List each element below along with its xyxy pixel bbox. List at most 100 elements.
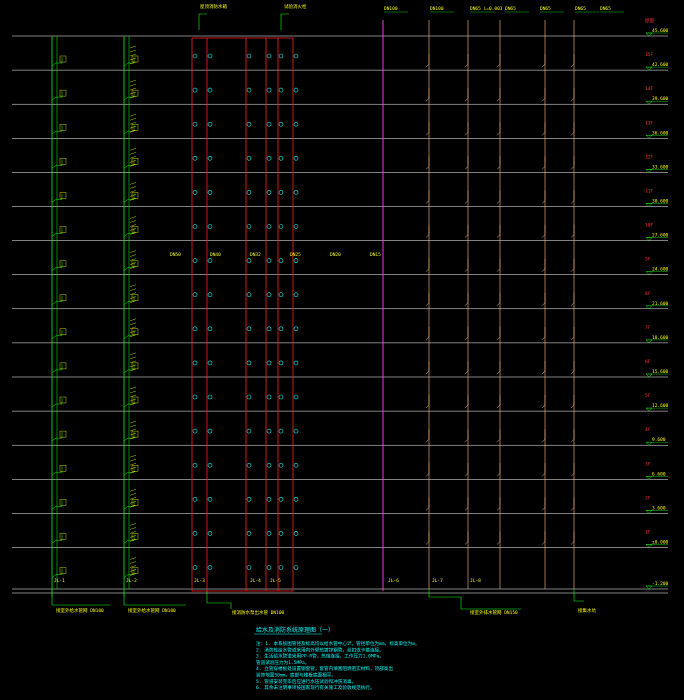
top-pipe-label: DN65: [505, 6, 516, 12]
hydrant-icon: [266, 156, 272, 161]
meter-box: [59, 533, 67, 540]
hydrant-icon: [293, 121, 299, 127]
drain-trap: [541, 122, 546, 136]
floor-number: 屋面: [645, 18, 654, 24]
hydrant-icon: [207, 326, 213, 332]
bottom-pipe-label: 接室外排水管网 DN150: [470, 609, 518, 616]
hydrant-icon: [246, 496, 252, 502]
hydrant-icon: [246, 224, 252, 229]
zone-pipe-label: DN25: [290, 252, 301, 258]
valve-mark: [129, 152, 137, 155]
drain-trap: [464, 531, 469, 545]
meter-box: [131, 55, 139, 63]
valve-mark: [129, 91, 137, 95]
level-value: 33.600: [652, 164, 669, 170]
hydrant-icon: [293, 87, 299, 93]
supply-branch: [123, 91, 135, 101]
test-hydrant-pipe: [280, 13, 289, 30]
valve-mark: [129, 322, 137, 325]
valve-mark: [129, 565, 137, 568]
drain-trap: [541, 292, 546, 306]
hydrant-icon: [207, 156, 213, 161]
valve-mark: [129, 220, 137, 223]
valve-mark: [129, 459, 137, 462]
hydrant-icon: [266, 565, 272, 570]
floor-number: 9F: [645, 257, 651, 263]
hydrant-icon: [207, 360, 213, 366]
supply-branch: [123, 500, 135, 510]
valve-mark: [129, 156, 137, 159]
valve-mark: [129, 160, 137, 163]
floor-number: 11F: [645, 189, 653, 195]
hydrant-icon: [246, 258, 252, 263]
floor-number: 2F: [645, 495, 651, 501]
meter-box: [131, 89, 139, 97]
valve-mark: [129, 95, 137, 99]
hydrant-icon: [266, 360, 272, 366]
drain-trap: [541, 156, 546, 170]
zone-pipe-label: DN20: [330, 252, 341, 258]
valve-mark: [129, 428, 137, 432]
supply-branch: [51, 91, 63, 101]
supply-branch: [123, 534, 135, 544]
meter-box: [59, 430, 67, 438]
meter-box: [59, 396, 67, 404]
drain-trap: [496, 361, 501, 375]
hydrant-icon: [192, 121, 198, 127]
hydrant-icon: [266, 258, 272, 263]
meter-box: [59, 362, 67, 370]
drain-trap: [496, 497, 501, 511]
drain-trap: [570, 292, 575, 306]
drain-trap: [464, 361, 469, 375]
drain-trap: [464, 463, 469, 477]
pipe-labels: DN100 DN100 DN65 i=0.003 DN65 DN65 DN65 DN65屋顶…: [54, 3, 624, 616]
supply-branch: [51, 125, 63, 135]
drain-trap: [496, 463, 501, 477]
note-line: 3. 生活给水管道采用PP-R管，热熔连接，工作压力1.0MPa。: [256, 653, 384, 660]
drain-trap: [464, 258, 469, 272]
drain-trap: [496, 122, 501, 136]
supply-branch: [123, 261, 135, 271]
drain-trap: [541, 531, 546, 545]
hydrant-icon: [278, 121, 284, 127]
level-value: 18.600: [652, 335, 669, 341]
hydrant-icon: [266, 394, 272, 400]
valve-mark: [129, 334, 137, 337]
valve-mark: [129, 216, 137, 219]
floor-number: 13F: [645, 120, 653, 126]
floor-number: 10F: [645, 223, 653, 229]
meter-box: [59, 89, 67, 97]
tank-pipe: [198, 13, 207, 30]
drain-trap: [425, 258, 430, 272]
drain-trap: [425, 361, 430, 375]
hydrant-icon: [207, 394, 213, 400]
top-pipe-label: DN65: [575, 6, 586, 12]
valve-mark: [129, 182, 137, 185]
supply-branch: [51, 398, 63, 408]
valve-mark: [129, 523, 137, 526]
hydrant-icon: [246, 360, 252, 366]
valve-mark: [129, 455, 137, 458]
valve-mark: [129, 467, 137, 470]
level-value: 15.600: [652, 369, 669, 375]
meter-box: [131, 499, 139, 506]
valve-mark: [129, 300, 137, 303]
hydrant-icon: [278, 292, 284, 298]
drain-trap: [541, 88, 546, 102]
hydrant-icon: [207, 87, 213, 93]
level-value: 42.600: [652, 62, 669, 68]
hydrant-icon: [192, 258, 198, 263]
drain-trap: [496, 156, 501, 170]
top-pipe-label: DN65: [600, 6, 611, 12]
supply-branch: [51, 57, 63, 67]
hydrant-icon: [246, 531, 252, 536]
drain-trap: [425, 224, 430, 238]
hydrant-icon: [192, 394, 198, 400]
hydrant-icon: [278, 87, 284, 93]
hydrant-icon: [293, 360, 299, 366]
valve-mark: [129, 360, 137, 364]
hydrant-icon: [266, 462, 272, 468]
hydrant-icon: [293, 190, 299, 195]
valve-mark: [129, 561, 137, 564]
drain-trap: [570, 190, 575, 204]
